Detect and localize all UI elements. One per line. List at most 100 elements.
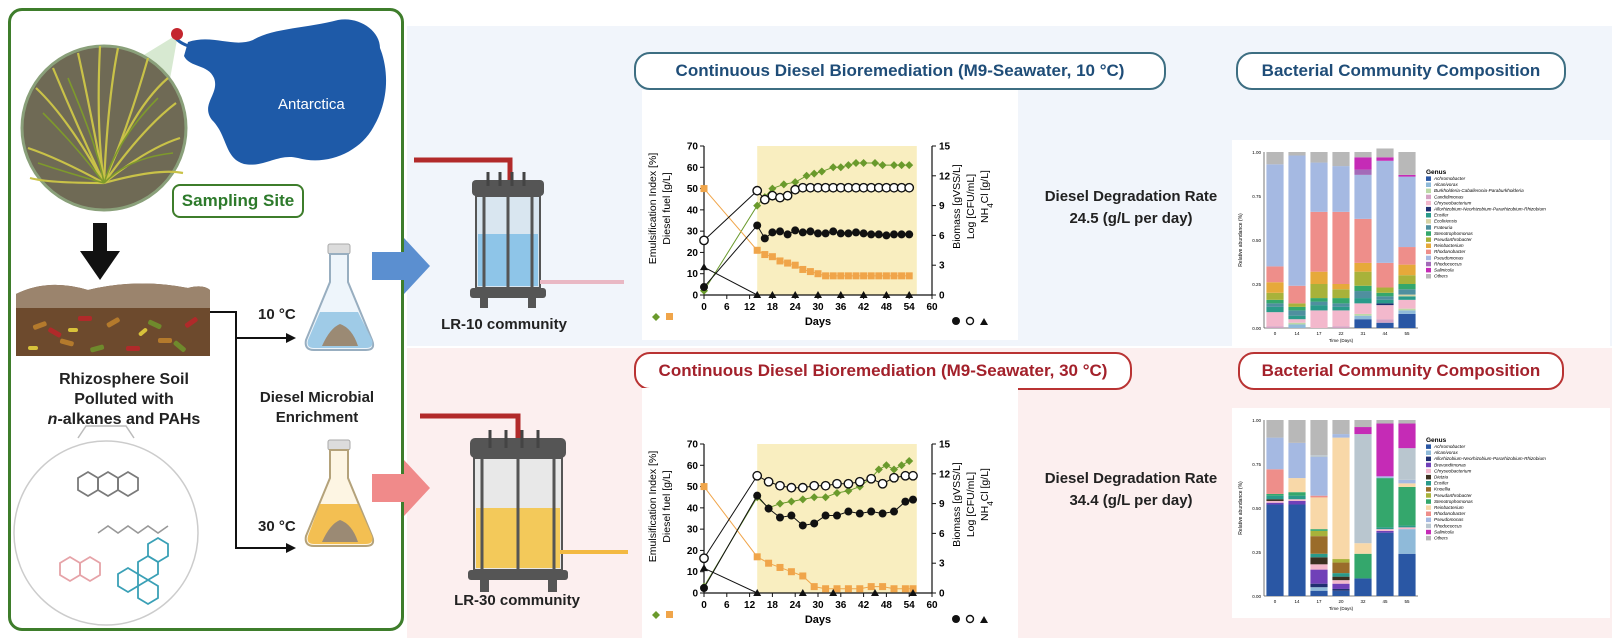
stack-segment bbox=[1398, 483, 1416, 487]
x-tick-label: 20 bbox=[1338, 599, 1344, 604]
stack-segment bbox=[1376, 303, 1394, 306]
cfu-point bbox=[904, 182, 915, 193]
diesel-point bbox=[700, 483, 708, 491]
legend-title: Genus bbox=[1426, 437, 1447, 444]
y-right-title-1: Biomass [gVSS/L] bbox=[951, 164, 963, 249]
x-tick-label: 0 bbox=[1274, 331, 1277, 336]
stack-segment bbox=[1288, 324, 1306, 328]
biomass-point bbox=[760, 234, 769, 243]
emulsification-point bbox=[779, 180, 788, 189]
y-tick-label: 0.75 bbox=[1252, 462, 1261, 467]
diesel-point bbox=[700, 185, 708, 193]
stack-segment bbox=[1376, 305, 1394, 320]
y-tick-label: 0.75 bbox=[1252, 194, 1261, 199]
biomass-point bbox=[821, 229, 830, 238]
biomass-point bbox=[806, 227, 815, 236]
stack-segment bbox=[1398, 296, 1416, 300]
legend-label: Brevundimonas bbox=[1434, 462, 1467, 467]
legend-label: Achromobacter bbox=[1433, 176, 1466, 181]
x-tick-label: 18 bbox=[767, 600, 779, 611]
stack-segment bbox=[1310, 211, 1328, 272]
antarctica-label: Antarctica bbox=[278, 96, 345, 113]
stack-segment bbox=[1398, 423, 1416, 449]
stack-segment bbox=[1398, 313, 1416, 328]
y-left-title-1: Emulsification Index [%] bbox=[647, 153, 659, 265]
top-line-chart: 0 6 12 18 24 30 36 42 48 54 60 0 10 20 30 40 50 60 70 0 3 6 9 1… bbox=[642, 90, 1018, 340]
emulsification-point bbox=[821, 493, 830, 502]
stack-segment bbox=[1376, 296, 1394, 300]
emulsification-point bbox=[829, 163, 838, 172]
cfu-point bbox=[752, 470, 763, 481]
x-tick-label: 12 bbox=[744, 600, 756, 611]
biomass-point bbox=[890, 507, 898, 516]
legend-label: Pseudarthrobacter bbox=[1434, 237, 1472, 242]
biomass-point bbox=[753, 491, 762, 500]
legend-label: Ecoliriensis bbox=[1434, 219, 1458, 224]
stack-segment bbox=[1266, 306, 1284, 313]
legend-label: Chryseobacterium bbox=[1434, 468, 1471, 473]
nh4cl-point bbox=[814, 291, 822, 298]
emulsification-point bbox=[905, 457, 914, 466]
legend-swatch bbox=[1426, 468, 1431, 474]
antarctica-map-icon bbox=[184, 19, 387, 165]
stack-segment bbox=[1332, 298, 1350, 304]
x-axis-title: Time (Days) bbox=[1329, 606, 1354, 611]
legend-label: Rhodococcus bbox=[1434, 523, 1463, 528]
y-right-tick-label: 6 bbox=[939, 231, 945, 242]
soil-icon bbox=[16, 283, 210, 356]
y-right-tick-label: 3 bbox=[939, 261, 945, 272]
nh4cl-point bbox=[791, 291, 800, 298]
top-title: Continuous Diesel Bioremediation (M9-Sea… bbox=[634, 52, 1166, 90]
emulsification-point bbox=[810, 493, 819, 502]
stack-segment bbox=[1310, 455, 1328, 457]
emulsification-point bbox=[905, 161, 914, 170]
nh4cl-point bbox=[768, 291, 777, 298]
emulsification-point bbox=[776, 499, 784, 508]
y-left-tick-label: 30 bbox=[687, 525, 699, 536]
soil-label-line3: n-alkanes and PAHs bbox=[24, 410, 224, 430]
legend-label: Frateuria bbox=[1434, 225, 1453, 230]
y-right-tick-label: 12 bbox=[939, 469, 951, 480]
stack-segment bbox=[1376, 157, 1394, 161]
x-tick-label: 24 bbox=[790, 600, 802, 611]
legend-swatch bbox=[1426, 237, 1431, 242]
y-axis-title: Relative abundance (%) bbox=[1238, 481, 1244, 535]
x-tick-label: 48 bbox=[881, 600, 893, 611]
y-left-tick-label: 10 bbox=[687, 269, 699, 280]
y-tick-label: 1.00 bbox=[1252, 150, 1261, 155]
stack-segment bbox=[1288, 322, 1306, 325]
stack-segment bbox=[1332, 166, 1350, 212]
y-tick-label: 1.00 bbox=[1252, 418, 1261, 423]
red-arrow-icon bbox=[372, 460, 430, 516]
stack-segment bbox=[1310, 298, 1328, 302]
legend-title: Genus bbox=[1426, 169, 1447, 176]
top-stacked-bar-svg: 0.00 0.25 0.50 0.75 1.00 Relative abundance (… bbox=[1238, 148, 1546, 343]
stack-segment bbox=[1398, 275, 1416, 284]
biomass-point bbox=[901, 497, 910, 506]
nh4cl-point bbox=[700, 564, 708, 572]
legend-label: Pseudomonas bbox=[1434, 517, 1464, 522]
legend-swatch bbox=[1426, 261, 1431, 267]
y-left-title-2: Diesel fuel [g/L] bbox=[661, 470, 673, 542]
bottom-stacked-bar-chart: 0.00 0.25 0.50 0.75 1.00 Relative abundance (… bbox=[1232, 408, 1610, 618]
legend-swatch bbox=[1426, 274, 1431, 279]
stack-segment bbox=[1398, 176, 1416, 248]
stack-segment bbox=[1266, 292, 1284, 300]
legend-swatch bbox=[1426, 225, 1431, 230]
stack-segment bbox=[1288, 310, 1306, 316]
stack-segment bbox=[1354, 553, 1372, 579]
stack-segment bbox=[1266, 420, 1284, 438]
x-tick-label: 44 bbox=[1382, 331, 1388, 336]
emulsification-point bbox=[890, 161, 898, 170]
x-tick-label: 0 bbox=[701, 302, 707, 313]
flask-10c-icon bbox=[304, 243, 375, 351]
diesel-point bbox=[776, 257, 784, 265]
reactor-30c-icon bbox=[420, 413, 628, 592]
biomass-point bbox=[855, 509, 864, 518]
y-tick-label: 0.50 bbox=[1252, 238, 1261, 243]
legend-label: Candidimonas bbox=[1434, 194, 1464, 199]
nh4cl-point bbox=[829, 589, 838, 596]
sampling-location-dot-icon bbox=[171, 28, 183, 40]
stack-segment bbox=[1310, 152, 1328, 163]
stack-segment bbox=[1398, 247, 1416, 265]
